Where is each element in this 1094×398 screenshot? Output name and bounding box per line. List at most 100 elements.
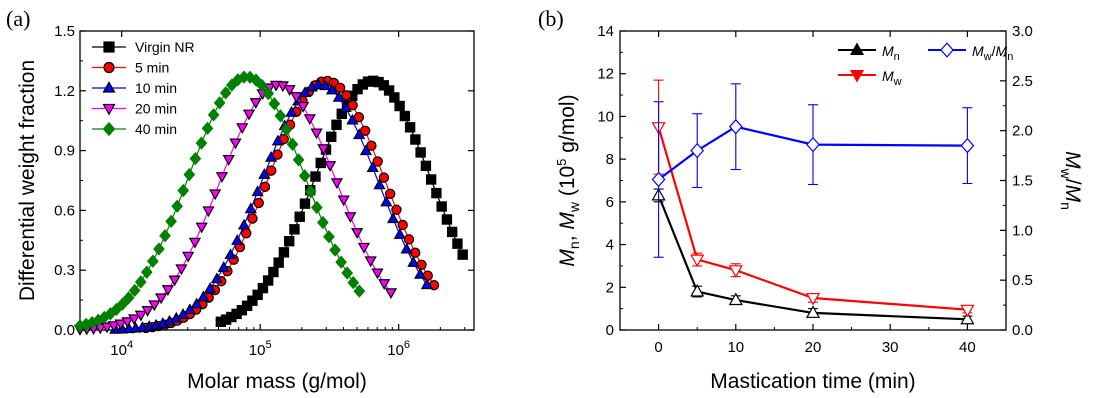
data-point-40-min [347,275,360,290]
data-point-20-min [121,317,134,329]
data-point-20-min [148,300,161,312]
data-point-5-min [391,204,402,215]
data-point-40-min [213,96,226,110]
legend-marker [940,42,954,58]
x-tick-label: 0 [654,339,662,356]
legend-a: Virgin NR 5 min 10 min 20 min 40 min [92,39,195,137]
series-10-min [109,78,434,334]
y-tick-label: 0.6 [54,202,75,219]
y-left-tick-label: 0 [606,322,614,339]
data-point-10-min [183,303,196,315]
data-point-virgin-nr [299,198,311,209]
data-point-20-min [141,306,154,317]
y-right-tick-label: 1.0 [1012,222,1033,239]
data-point-20-min [209,189,222,201]
y-tick-label: 0.9 [54,143,75,160]
data-point-mw [960,304,975,318]
data-point-20-min [107,321,120,333]
data-point-20-min [100,322,114,334]
data-point-40-min [140,265,153,279]
data-point-virgin-nr [446,226,458,238]
data-point-20-min [351,228,364,239]
y-left-tick-label: 6 [606,194,614,211]
data-point-10-min [393,228,406,239]
data-point-mn [690,284,705,297]
data-point-20-min [168,275,181,287]
data-point-20-min [344,212,357,224]
data-point-20-min [195,222,208,234]
data-point-40-min [323,230,335,244]
data-point-virgin-nr [415,147,426,158]
data-point-20-min [134,310,147,322]
panel-a: (a) 0.0 0.3 0.6 0.9 1.2 1.5 104 105 106 Molar mass… [6,6,475,393]
x-axis-label-b: Mastication time (min) [710,370,915,393]
legend-marker [103,61,115,74]
data-point-mn [805,305,821,318]
data-point-5-min [403,234,415,245]
data-point-20-min [188,237,202,249]
data-point-40-min [219,86,232,100]
y-tick-label: 1.5 [54,23,75,40]
data-point-10-min [414,267,427,279]
data-point-20-min [182,251,195,263]
data-point-40-min [134,275,147,289]
data-point-virgin-nr [425,174,437,185]
data-point-10-min [319,79,332,91]
data-point-10-min [346,113,359,125]
data-point-40-min [274,109,287,123]
data-point-5-min [247,213,258,224]
data-point-20-min [229,138,242,150]
y-right-tick-label: 0.5 [1012,272,1033,289]
data-point-40-min [171,199,184,213]
y-axis-label-left: Mn, Mw (105 g/mol) [554,94,582,266]
data-point-virgin-nr [310,171,321,182]
data-point-10-min [420,278,434,290]
data-point-40-min [207,108,220,122]
y-left-tick-label: 14 [597,23,614,40]
data-point-5-min [366,140,377,151]
data-point-virgin-nr [452,238,463,249]
data-point-20-min [114,319,127,331]
data-point-40-min [147,254,159,268]
data-point-20-min [215,172,229,183]
data-point-40-min [353,284,366,298]
data-point-40-min [177,183,190,198]
data-point-5-min [347,100,358,111]
data-point-20-min [296,101,310,113]
data-point-20-min [303,114,316,126]
y-left-tick-label: 4 [606,237,614,254]
x-tick-label: 20 [805,339,822,356]
data-point-mw [728,265,743,278]
data-point-virgin-nr [262,275,274,286]
data-point-20-min [317,144,330,156]
data-point-mw-mn [806,136,820,153]
data-point-20-min [310,128,323,140]
x-tick-label: 105 [249,339,272,359]
data-point-virgin-nr [289,224,300,235]
series-20-min [73,80,398,336]
y-tick-label: 0.3 [54,262,75,279]
data-point-10-min [359,144,373,156]
data-point-virgin-nr [420,160,432,172]
data-point-10-min [271,134,284,146]
data-point-mn [960,311,975,325]
data-point-40-min [268,97,281,111]
data-point-mw-mn [690,142,705,159]
legend-label: Mn [882,43,900,63]
data-point-20-min [242,109,256,121]
y-right-tick-label: 3.0 [1012,23,1033,40]
data-point-10-min [366,161,379,172]
data-point-10-min [298,86,312,98]
data-point-40-min [317,215,329,230]
data-point-mw-mn [960,137,975,154]
data-point-virgin-nr [399,110,411,122]
y-left-tick-label: 2 [606,279,614,296]
legend-marker [102,121,116,137]
data-point-20-min [222,155,235,166]
legend-label: 5 min [135,60,169,76]
series-line-20-min [79,84,392,330]
data-point-20-min [202,206,215,218]
data-point-5-min [341,90,352,101]
data-point-virgin-nr [326,131,337,143]
data-point-5-min [253,197,264,209]
